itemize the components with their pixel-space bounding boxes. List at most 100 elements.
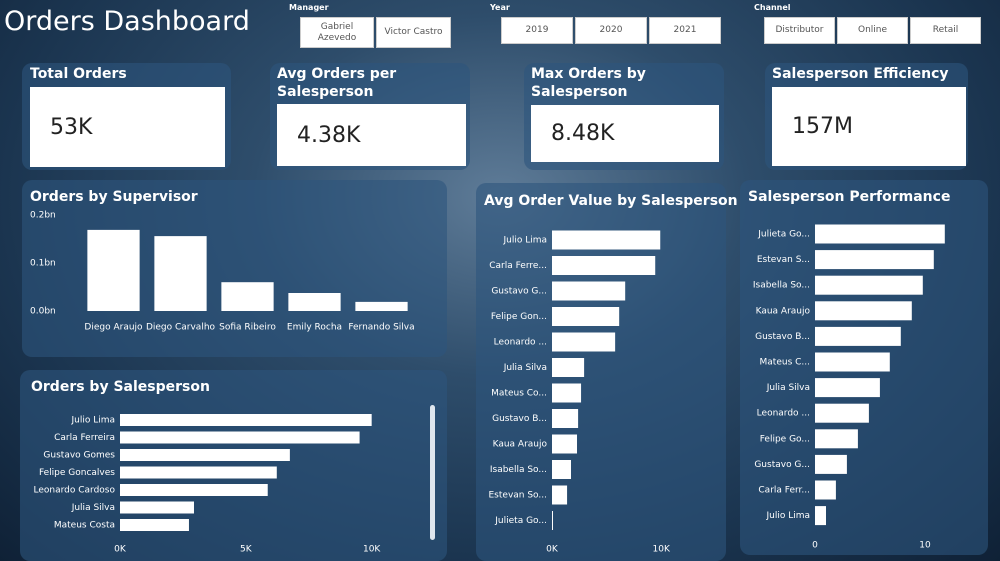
x-tick-label: 10 xyxy=(919,541,931,551)
chart-title: Orders by Supervisor xyxy=(30,189,198,205)
x-tick-label: Sofia Ribeiro xyxy=(219,323,276,333)
y-tick-label: Julieta Go... xyxy=(757,230,810,240)
y-tick-label: Kaua Araujo xyxy=(756,306,811,316)
bar xyxy=(120,414,372,426)
x-tick-label: 10K xyxy=(653,545,671,555)
bar xyxy=(815,506,826,526)
slicer-option[interactable]: 2021 xyxy=(649,17,721,44)
y-tick-label: Kaua Araujo xyxy=(493,440,548,450)
bar xyxy=(120,484,268,496)
y-tick-label: Estevan S... xyxy=(757,255,810,265)
y-tick-label: Estevan So... xyxy=(489,491,548,501)
bar xyxy=(815,480,836,500)
kpi-value: 53K xyxy=(30,87,225,167)
y-tick-label: Julia Silva xyxy=(503,363,547,373)
x-tick-label: 5K xyxy=(240,545,253,555)
chart-title: Salesperson Performance xyxy=(748,189,950,205)
slicer-option[interactable]: Retail xyxy=(910,17,981,44)
slicer-label: Year xyxy=(490,3,510,12)
scrollbar xyxy=(430,405,435,540)
bar xyxy=(120,519,189,531)
bar xyxy=(815,250,934,270)
bar xyxy=(815,352,890,372)
bar xyxy=(120,501,194,514)
y-tick-label: Gustavo B... xyxy=(492,414,547,424)
y-tick-label: 0.1bn xyxy=(30,259,56,269)
bar xyxy=(815,454,847,474)
y-tick-label: Julio Lima xyxy=(765,511,810,521)
chart-panel xyxy=(20,370,447,561)
bar xyxy=(552,332,616,352)
bar xyxy=(815,224,945,244)
y-tick-label: Gustavo B... xyxy=(755,332,810,342)
chart-panel xyxy=(22,180,447,357)
x-tick-label: 0K xyxy=(114,545,127,555)
bar xyxy=(87,229,140,311)
y-tick-label: Julia Silva xyxy=(766,383,810,393)
y-tick-label: Julio Lima xyxy=(502,236,547,246)
y-tick-label: Felipe Go... xyxy=(760,434,810,444)
bar xyxy=(815,429,858,449)
slicer-option[interactable]: Gabriel Azevedo xyxy=(300,17,374,48)
bar xyxy=(815,403,869,423)
y-tick-label: 0.2bn xyxy=(30,211,56,221)
y-tick-label: Mateus Costa xyxy=(54,521,115,531)
kpi-title: Salesperson Efficiency xyxy=(772,66,949,82)
bar xyxy=(120,466,277,479)
chart-title: Orders by Salesperson xyxy=(31,379,210,395)
y-tick-label: Gustavo G... xyxy=(754,460,810,470)
y-tick-label: Julia Silva xyxy=(71,503,115,513)
y-tick-label: 0.0bn xyxy=(30,307,56,317)
bar xyxy=(815,301,912,321)
bar xyxy=(154,236,207,311)
kpi-value: 4.38K xyxy=(277,104,466,166)
y-tick-label: Julio Lima xyxy=(70,416,115,426)
bar xyxy=(552,281,626,301)
bar xyxy=(552,358,585,377)
chart-panel xyxy=(476,183,726,561)
x-tick-label: 0 xyxy=(812,541,818,551)
bar xyxy=(552,511,553,530)
slicer-label: Manager xyxy=(289,3,329,12)
slicer-option[interactable]: Victor Castro xyxy=(376,17,451,48)
y-tick-label: Isabella So... xyxy=(753,281,810,291)
y-tick-label: Julieta Go... xyxy=(494,516,547,526)
bar xyxy=(120,431,360,444)
slicer-option[interactable]: Online xyxy=(837,17,908,44)
x-tick-label: Emily Rocha xyxy=(287,323,342,333)
bar xyxy=(120,449,290,461)
bar xyxy=(552,230,661,250)
bar xyxy=(355,301,408,311)
x-tick-label: 10K xyxy=(363,545,381,555)
y-tick-label: Mateus C... xyxy=(760,358,810,368)
bar xyxy=(815,275,923,295)
y-tick-label: Gustavo G... xyxy=(491,287,547,297)
y-tick-label: Felipe Goncalves xyxy=(39,468,115,478)
kpi-value: 8.48K xyxy=(531,105,719,162)
slicer-option[interactable]: 2019 xyxy=(501,17,573,44)
bar xyxy=(552,256,656,275)
slicer-option[interactable]: Distributor xyxy=(764,17,835,44)
bar xyxy=(552,409,579,428)
bar xyxy=(815,326,901,346)
bar xyxy=(815,378,880,398)
kpi-title: Total Orders xyxy=(30,66,127,82)
x-tick-label: Diego Araujo xyxy=(84,323,143,333)
bar xyxy=(552,485,568,505)
kpi-title: Max Orders by Salesperson xyxy=(531,66,646,100)
slicer-option[interactable]: 2020 xyxy=(575,17,647,44)
bar xyxy=(221,282,274,311)
y-tick-label: Carla Ferre... xyxy=(489,261,547,271)
y-tick-label: Felipe Gon... xyxy=(491,312,547,322)
kpi-value: 157M xyxy=(772,87,966,166)
bar xyxy=(288,293,341,311)
x-tick-label: Diego Carvalho xyxy=(146,323,216,333)
kpi-title: Avg Orders per Salesperson xyxy=(277,66,397,100)
slicer-label: Channel xyxy=(754,3,791,12)
dashboard-title: Orders Dashboard xyxy=(4,6,250,37)
y-tick-label: Leonardo ... xyxy=(757,409,810,419)
y-tick-label: Isabella So... xyxy=(490,465,547,475)
x-tick-label: 0K xyxy=(546,545,559,555)
